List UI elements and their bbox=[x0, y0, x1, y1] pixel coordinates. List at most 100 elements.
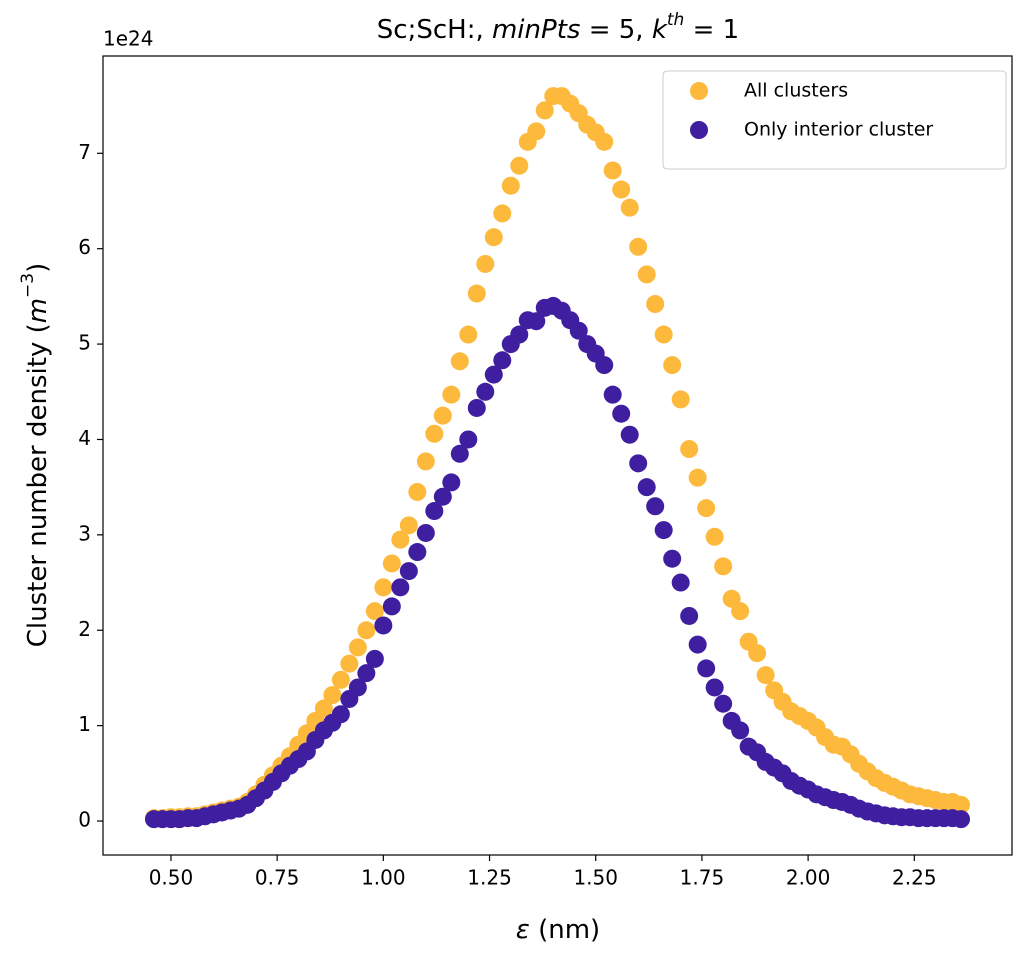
x-label-part: ε bbox=[516, 915, 530, 945]
x-label-part: (nm) bbox=[530, 915, 600, 945]
scatter-point bbox=[459, 325, 478, 344]
y-label-part: m bbox=[23, 298, 53, 323]
x-tick-label: 1.00 bbox=[361, 866, 406, 890]
title-part: = 5, bbox=[580, 15, 651, 45]
scatter-point bbox=[442, 385, 461, 404]
scatter-point bbox=[756, 666, 775, 685]
scatter-point bbox=[952, 795, 971, 814]
scatter-point bbox=[382, 597, 401, 616]
scatter-point bbox=[612, 180, 631, 199]
scatter-point bbox=[612, 404, 631, 423]
scatter-point bbox=[646, 295, 665, 314]
title-part: minPts bbox=[492, 15, 580, 45]
scatter-point bbox=[399, 562, 418, 581]
scatter-point bbox=[527, 122, 546, 141]
scatter-point bbox=[416, 452, 435, 471]
scatter-point bbox=[331, 705, 350, 724]
scatter-point bbox=[654, 325, 673, 344]
axes-frame bbox=[102, 55, 1013, 856]
scatter-point bbox=[629, 237, 648, 256]
scatter-point bbox=[391, 530, 410, 549]
scatter-point bbox=[952, 810, 971, 829]
scatter-point bbox=[331, 670, 350, 689]
title-part: k bbox=[652, 15, 668, 45]
scatter-point bbox=[433, 406, 452, 425]
scatter-point bbox=[501, 176, 520, 195]
y-offset-label: 1e24 bbox=[103, 27, 153, 51]
x-tick-label: 1.50 bbox=[573, 866, 618, 890]
y-tick-label: 3 bbox=[78, 521, 91, 545]
plot-area bbox=[144, 87, 971, 829]
scatter-point bbox=[484, 365, 503, 384]
y-tick-label: 4 bbox=[78, 426, 91, 450]
scatter-point bbox=[476, 254, 495, 273]
scatter-point bbox=[357, 621, 376, 640]
scatter-point bbox=[510, 325, 529, 344]
scatter-point bbox=[731, 602, 750, 621]
scatter-point bbox=[646, 497, 665, 516]
scatter-point bbox=[748, 644, 767, 663]
scatter-point bbox=[374, 616, 393, 635]
scatter-point bbox=[484, 228, 503, 247]
scatter-point bbox=[391, 578, 410, 597]
y-label-part: −3 bbox=[18, 273, 38, 298]
scatter-point bbox=[705, 527, 724, 546]
title-part: th bbox=[667, 10, 684, 30]
scatter-point bbox=[357, 664, 376, 683]
scatter-point bbox=[467, 398, 486, 417]
scatter-point bbox=[399, 516, 418, 535]
legend-marker bbox=[690, 121, 708, 139]
legend-label: All clusters bbox=[744, 80, 848, 102]
scatter-point bbox=[629, 454, 648, 473]
scatter-point bbox=[493, 204, 512, 223]
scatter-point bbox=[382, 554, 401, 573]
x-tick-label: 0.75 bbox=[255, 866, 300, 890]
y-tick-label: 7 bbox=[78, 140, 91, 164]
scatter-point bbox=[680, 440, 699, 459]
scatter-point bbox=[620, 425, 639, 444]
y-tick-label: 6 bbox=[78, 235, 91, 259]
legend-marker bbox=[690, 82, 708, 100]
scatter-point bbox=[476, 382, 495, 401]
title-part: = 1 bbox=[684, 15, 739, 45]
y-tick-label: 1 bbox=[78, 712, 91, 736]
y-label-part: Cluster number density ( bbox=[23, 323, 53, 647]
scatter-point bbox=[425, 424, 444, 443]
x-tick-label: 1.25 bbox=[467, 866, 512, 890]
scatter-point bbox=[603, 385, 622, 404]
y-tick-label: 5 bbox=[78, 331, 91, 355]
scatter-point bbox=[637, 478, 656, 497]
scatter-point bbox=[595, 132, 614, 151]
scatter-point bbox=[433, 487, 452, 506]
scatter-point bbox=[697, 499, 716, 518]
x-tick-label: 0.50 bbox=[149, 866, 194, 890]
scatter-point bbox=[442, 473, 461, 492]
scatter-point bbox=[314, 699, 333, 718]
scatter-point bbox=[637, 265, 656, 284]
scatter-point bbox=[671, 573, 690, 592]
scatter-point bbox=[688, 635, 707, 654]
scatter-point bbox=[365, 602, 384, 621]
scatter-point bbox=[688, 468, 707, 487]
legend: All clusters Only interior cluster bbox=[662, 70, 1007, 170]
legend-label: Only interior cluster bbox=[744, 119, 933, 141]
scatter-point bbox=[450, 352, 469, 371]
x-axis-label: ε (nm) bbox=[516, 915, 600, 945]
scatter-point bbox=[697, 659, 716, 678]
scatter-point bbox=[663, 356, 682, 375]
scatter-point bbox=[654, 521, 673, 540]
scatter-point bbox=[535, 101, 554, 120]
scatter-point bbox=[714, 557, 733, 576]
scatter-point bbox=[425, 502, 444, 521]
scatter-point bbox=[348, 638, 367, 657]
chart-title: Sc;ScH:, minPts = 5, kth = 1 bbox=[377, 10, 739, 45]
scatter-point bbox=[731, 721, 750, 740]
scatter-point bbox=[620, 198, 639, 217]
scatter-point bbox=[705, 678, 724, 697]
scatter-point bbox=[340, 654, 359, 673]
y-axis-label: Cluster number density (m−3) bbox=[18, 263, 53, 648]
scatter-point bbox=[408, 482, 427, 501]
scatter-point bbox=[527, 312, 546, 331]
scatter-point bbox=[365, 649, 384, 668]
